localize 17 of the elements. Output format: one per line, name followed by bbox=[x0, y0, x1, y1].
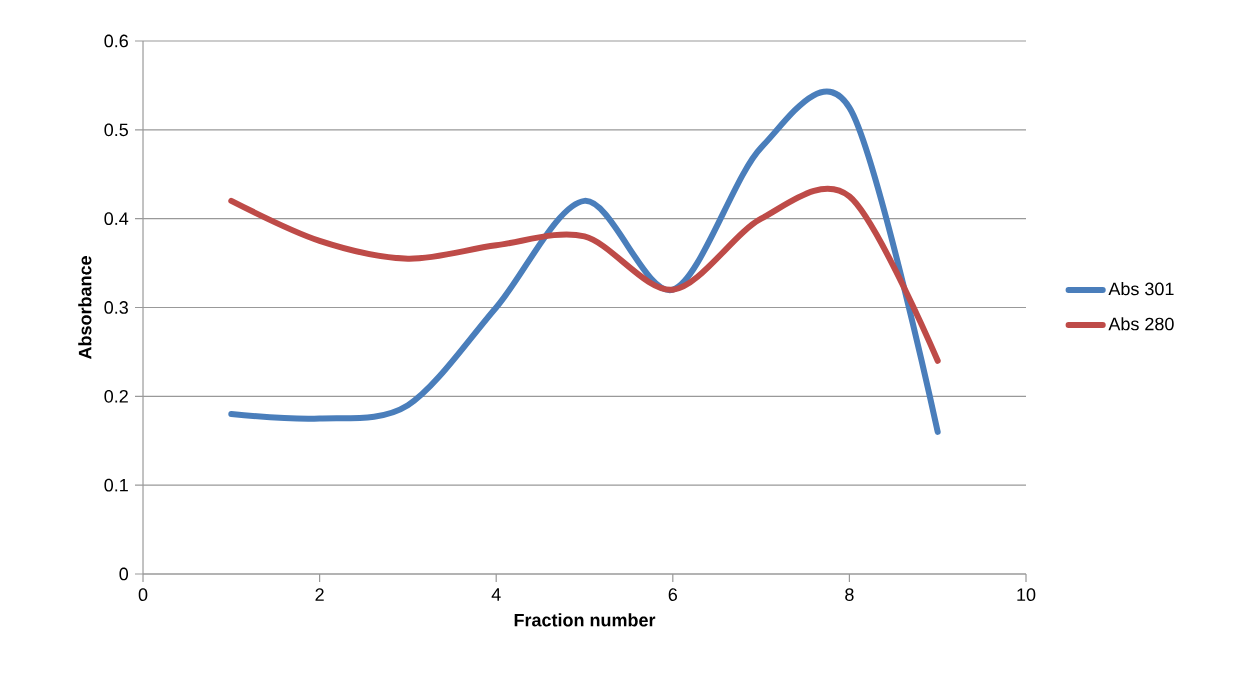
y-tick-label: 0.6 bbox=[104, 34, 128, 48]
y-tick-label: 0 bbox=[119, 567, 129, 581]
y-tick-label: 0.2 bbox=[104, 389, 128, 403]
y-axis-title: Absorbance bbox=[78, 256, 92, 360]
x-tick-label: 6 bbox=[668, 588, 678, 601]
y-tick-label: 0.5 bbox=[104, 123, 128, 137]
x-tick-label: 10 bbox=[1017, 588, 1036, 601]
legend-label: Abs 301 bbox=[1108, 282, 1174, 296]
legend-label: Abs 280 bbox=[1108, 317, 1174, 331]
x-tick-label: 4 bbox=[491, 588, 501, 601]
y-tick-label: 0.1 bbox=[104, 478, 128, 492]
x-tick-label: 2 bbox=[315, 588, 324, 601]
x-axis-title: Fraction number bbox=[514, 613, 656, 627]
y-tick-label: 0.3 bbox=[104, 301, 128, 314]
y-tick-label: 0.4 bbox=[104, 212, 129, 226]
x-tick-label: 0 bbox=[138, 588, 148, 601]
x-tick-label: 8 bbox=[845, 588, 854, 601]
